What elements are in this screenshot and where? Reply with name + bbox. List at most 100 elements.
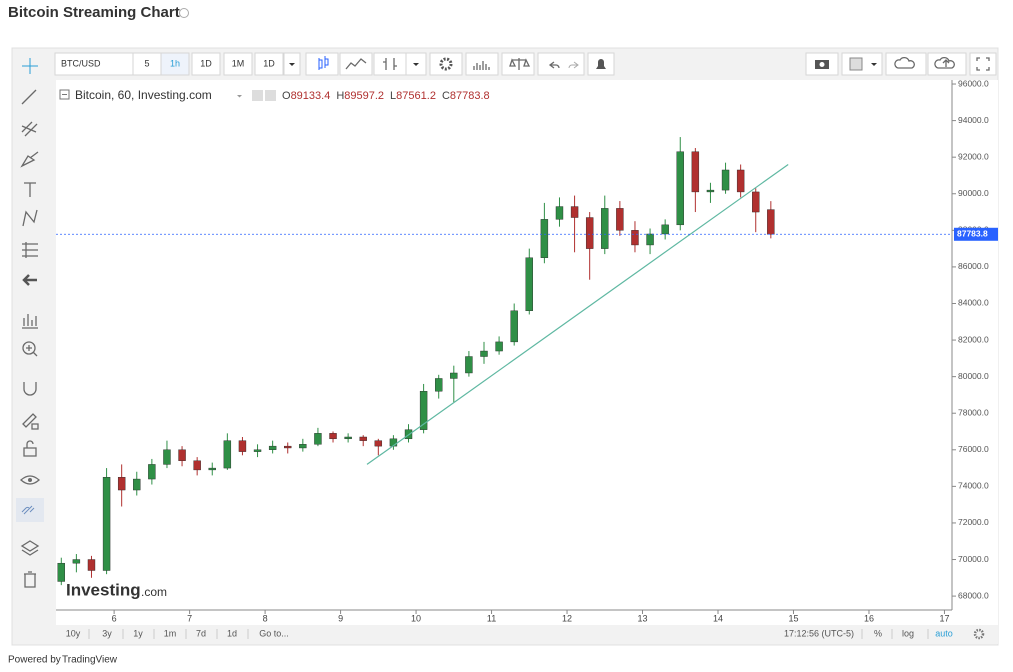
range-button[interactable]: 7d: [196, 628, 206, 638]
legend-icon[interactable]: [265, 90, 276, 101]
candle-body: [585, 217, 594, 249]
candle-body: [706, 189, 715, 193]
range-button[interactable]: 1d: [227, 628, 237, 638]
candle-body: [374, 440, 383, 447]
y-tick-label: 82000.0: [958, 334, 989, 344]
x-tick-label: 13: [638, 613, 648, 623]
indicator-button[interactable]: [373, 52, 407, 76]
clock: 17:12:56 (UTC-5): [784, 628, 854, 638]
candle-body: [510, 310, 518, 343]
y-tick-label: 94000.0: [958, 115, 989, 125]
alerts-button[interactable]: [501, 52, 535, 76]
link-tool[interactable]: [21, 505, 35, 515]
icon: [548, 61, 560, 69]
zoom-tool[interactable]: [22, 341, 36, 355]
page-title: Bitcoin Streaming Chart: [8, 4, 180, 21]
ohlc-key: L: [390, 90, 396, 102]
interval-button[interactable]: [191, 52, 221, 76]
footer-link[interactable]: TradingView: [62, 655, 118, 666]
candle-body: [435, 378, 443, 392]
candle-body: [419, 391, 428, 430]
save-button[interactable]: [927, 52, 967, 76]
x-tick-label: 14: [713, 613, 723, 623]
y-tick-label: 76000.0: [958, 444, 989, 454]
fullscreen-button[interactable]: [969, 52, 997, 76]
icon: [819, 62, 825, 67]
text-tool[interactable]: [24, 182, 36, 197]
candle-body: [540, 219, 549, 258]
scale-option[interactable]: log: [902, 628, 914, 638]
scale-option[interactable]: auto: [935, 628, 953, 638]
x-tick-label: 11: [487, 613, 496, 623]
brush-tool[interactable]: [20, 151, 39, 168]
visibility-tool[interactable]: [20, 475, 40, 485]
y-tick-label: 84000.0: [958, 298, 989, 308]
candle-body: [72, 559, 81, 564]
settings-icon[interactable]: [973, 628, 985, 640]
y-tick-label: 70000.0: [958, 554, 989, 564]
measure-tool[interactable]: [22, 314, 38, 329]
goto[interactable]: Go to...: [259, 628, 289, 638]
ohlc-key: O: [282, 90, 291, 102]
x-tick-label: 10: [411, 613, 421, 623]
trendline-tool[interactable]: [21, 89, 37, 105]
ohlc-key: H: [336, 90, 344, 102]
range-button[interactable]: 1y: [133, 628, 143, 638]
interval-button[interactable]: [223, 52, 253, 76]
studies-button[interactable]: [465, 52, 499, 76]
candle-body: [87, 559, 96, 571]
undo-redo[interactable]: [537, 52, 585, 76]
range-button[interactable]: 1m: [164, 628, 177, 638]
y-tick-label: 80000.0: [958, 371, 989, 381]
legend-icon[interactable]: [252, 90, 263, 101]
candle-body: [253, 449, 262, 452]
interval-button[interactable]: [160, 52, 190, 76]
scale-option[interactable]: %: [874, 628, 882, 638]
crosshair-tool[interactable]: [22, 58, 38, 74]
settings-button[interactable]: [429, 52, 463, 76]
candle-body: [736, 169, 745, 193]
icon: [568, 61, 579, 69]
interval-button[interactable]: [254, 52, 284, 76]
range-button[interactable]: 10y: [66, 628, 81, 638]
icon: [894, 56, 915, 69]
candle-body: [57, 562, 65, 582]
eye-pupil: [28, 478, 32, 482]
candle-body: [601, 208, 609, 249]
candle-body: [314, 433, 322, 445]
hide-toolbar[interactable]: [22, 274, 37, 286]
bottom-bar: [56, 625, 998, 644]
candle-body: [676, 151, 684, 226]
fib-tool[interactable]: [21, 121, 38, 137]
footer-prefix: Powered by: [8, 655, 61, 666]
candle-body: [238, 440, 247, 452]
candle-body: [661, 224, 669, 235]
legend-dropdown[interactable]: [237, 95, 242, 98]
icon: [934, 56, 955, 69]
prediction-tool[interactable]: [22, 242, 38, 258]
drawing-toolbar: [16, 58, 44, 588]
y-tick-label: 72000.0: [958, 517, 989, 527]
layers-tool[interactable]: [20, 540, 40, 556]
x-tick-label: 8: [263, 613, 268, 623]
ohlc-value: 87783.8: [450, 90, 490, 102]
legend-ohlc: O89133.4 H89597.2 L87561.2 C87783.8: [282, 90, 490, 102]
candle-body: [284, 445, 292, 449]
candle-body: [495, 341, 503, 352]
load-button[interactable]: [885, 52, 927, 76]
lock-drawing[interactable]: [22, 413, 39, 430]
magnet-tool[interactable]: [23, 382, 37, 396]
ohlc-value: 89597.2: [344, 90, 384, 102]
x-tick-label: 12: [562, 613, 572, 623]
candle-body: [102, 477, 111, 571]
last-price-label: 87783.8: [957, 229, 988, 239]
delete-tool[interactable]: [24, 571, 36, 588]
y-tick-label: 86000.0: [958, 261, 989, 271]
candle-body: [525, 257, 533, 312]
legend-collapse[interactable]: [59, 89, 70, 100]
lock-tool[interactable]: [23, 440, 37, 457]
info-icon[interactable]: [179, 8, 189, 18]
candle-body: [616, 208, 624, 231]
pattern-tool[interactable]: [22, 209, 38, 227]
range-button[interactable]: 3y: [102, 628, 112, 638]
